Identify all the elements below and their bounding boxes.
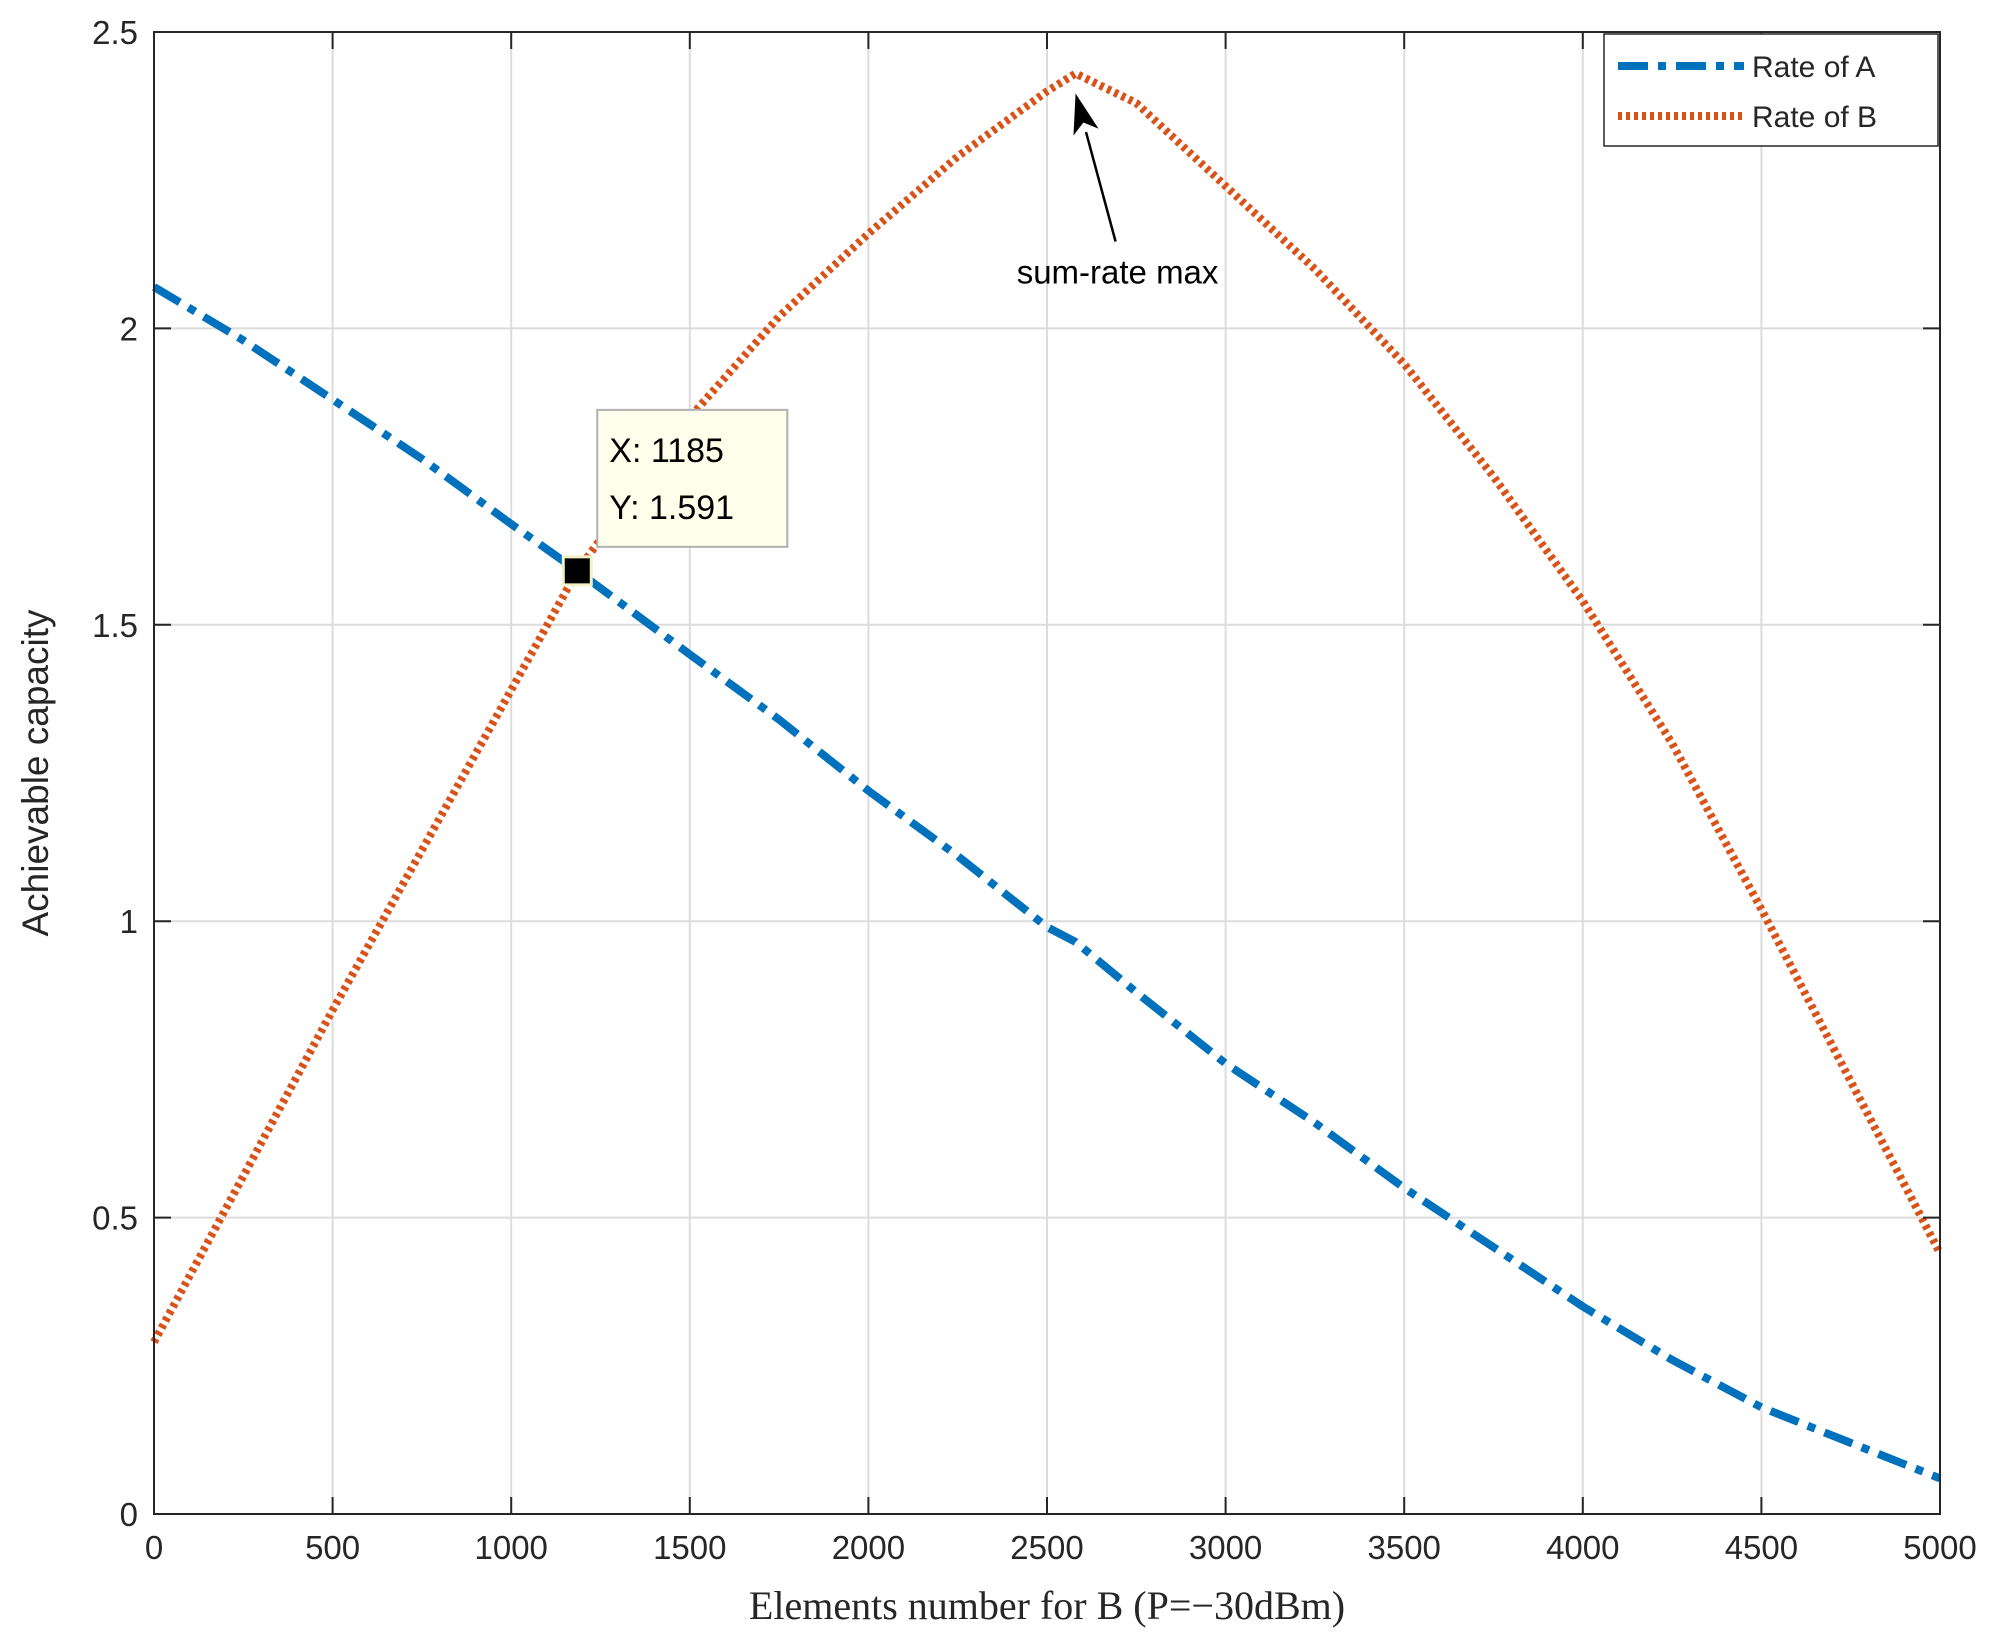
annotation-arrow-head	[1073, 93, 1099, 136]
x-tick-label: 4000	[1546, 1529, 1619, 1566]
datatip-x-label: X: 1185	[609, 432, 724, 470]
tick-labels: 0 500 1000 1500 2000 2500 3000 3500 4000 4500 5000…	[92, 14, 1977, 1566]
y-tick-label: 2	[120, 310, 138, 347]
y-axis-title: Achievable capacity	[15, 609, 56, 937]
series-line-rate-of-b	[150, 69, 1944, 1344]
sum-rate-max-annotation: sum-rate max	[1017, 93, 1219, 290]
legend-label-rate-a: Rate of A	[1752, 51, 1875, 84]
y-tick-label: 0.5	[92, 1200, 138, 1237]
x-tick-label: 1000	[474, 1529, 547, 1566]
y-tick-label: 0	[120, 1496, 138, 1533]
datatip-y-label: Y: 1.591	[609, 489, 734, 527]
y-tick-label: 1	[120, 903, 138, 940]
x-tick-label: 5000	[1903, 1529, 1976, 1566]
x-tick-label: 2000	[832, 1529, 905, 1566]
x-tick-label: 2500	[1010, 1529, 1083, 1566]
legend-box	[1603, 33, 1939, 147]
grid-lines	[154, 32, 1940, 1514]
x-axis-title: Elements number for B (P=−30dBm)	[749, 1583, 1345, 1628]
x-tick-label: 1500	[653, 1529, 726, 1566]
x-tick-label: 500	[305, 1529, 360, 1566]
x-tick-label: 3500	[1367, 1529, 1440, 1566]
datatip-marker[interactable]	[561, 555, 593, 587]
x-tick-label: 3000	[1189, 1529, 1262, 1566]
datatip-box	[596, 408, 789, 548]
series-layer	[150, 69, 1944, 1483]
y-tick-label: 1.5	[92, 607, 138, 644]
legend: Rate of A Rate of B	[1603, 33, 1939, 147]
axis-ticks	[153, 31, 1941, 1515]
annotation-label: sum-rate max	[1017, 253, 1219, 290]
datatip[interactable]: X: 1185 Y: 1.591	[561, 408, 789, 587]
series-line-rate-of-a	[151, 283, 1942, 1483]
y-tick-label: 2.5	[92, 14, 138, 51]
x-tick-label: 4500	[1725, 1529, 1798, 1566]
x-tick-label: 0	[145, 1529, 163, 1566]
legend-label-rate-b: Rate of B	[1752, 101, 1877, 134]
annotation-arrow-line	[1084, 131, 1117, 242]
